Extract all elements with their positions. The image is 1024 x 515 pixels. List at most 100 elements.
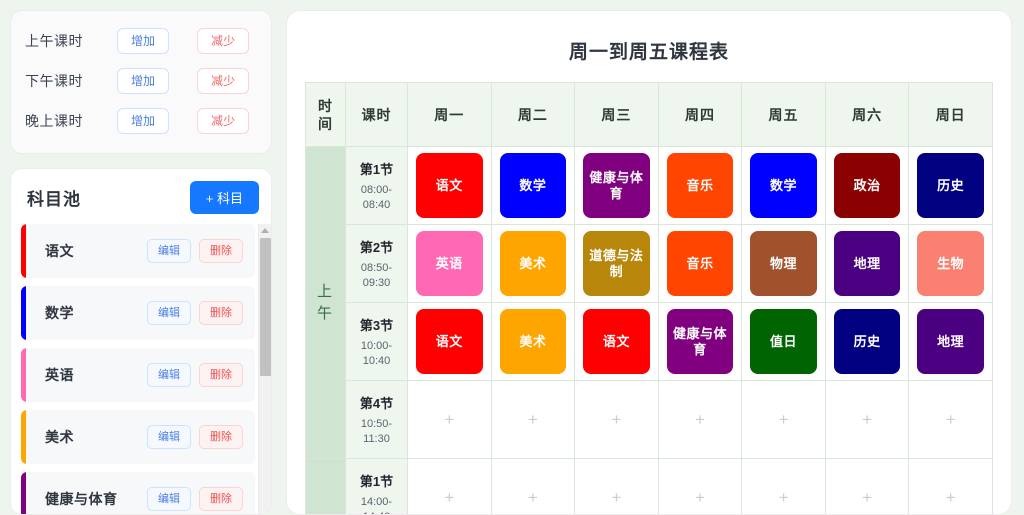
increase-period-button[interactable]: 增加 <box>117 28 169 54</box>
course-chip[interactable]: 值日 <box>750 309 817 374</box>
decrease-period-button[interactable]: 减少 <box>197 68 249 94</box>
add-course-placeholder[interactable]: + <box>444 409 455 429</box>
add-course-placeholder[interactable]: + <box>611 487 622 507</box>
timetable-cell[interactable]: + <box>657 380 743 459</box>
timetable-cell[interactable]: 美术 <box>490 224 576 303</box>
add-course-placeholder[interactable]: + <box>695 409 705 429</box>
timetable-cell[interactable]: 值日 <box>741 302 826 381</box>
timetable-cell[interactable]: + <box>908 380 993 459</box>
timetable-cell[interactable]: + <box>407 380 492 459</box>
delete-subject-button[interactable]: 删除 <box>199 363 243 387</box>
timetable-cell[interactable]: + <box>490 458 576 514</box>
course-chip[interactable]: 数学 <box>499 153 567 218</box>
subject-list-item[interactable]: 美术 编辑 删除 <box>21 410 255 464</box>
timetable-cell[interactable]: 历史 <box>824 302 910 381</box>
delete-subject-button[interactable]: 删除 <box>199 301 243 325</box>
course-chip[interactable]: 语文 <box>583 309 650 374</box>
course-chip[interactable]: 健康与体育 <box>583 153 650 218</box>
timetable-cell[interactable]: 历史 <box>908 146 993 225</box>
timetable-cell[interactable]: 道德与法制 <box>574 224 659 303</box>
edit-subject-button[interactable]: 编辑 <box>147 301 191 325</box>
add-course-placeholder[interactable]: + <box>527 487 538 507</box>
timetable-cell[interactable]: + <box>574 458 659 514</box>
course-chip[interactable]: 美术 <box>499 309 567 374</box>
timetable-cell[interactable]: 健康与体育 <box>657 302 743 381</box>
add-course-placeholder[interactable]: + <box>862 409 873 429</box>
scrollbar-thumb[interactable] <box>260 238 271 376</box>
course-chip[interactable]: 道德与法制 <box>583 231 650 296</box>
course-chip[interactable]: 美术 <box>499 231 567 296</box>
subject-color-bar <box>21 472 26 514</box>
add-course-placeholder[interactable]: + <box>527 409 538 429</box>
timetable-cell[interactable]: 生物 <box>908 224 993 303</box>
increase-period-button[interactable]: 增加 <box>117 108 169 134</box>
increase-period-button[interactable]: 增加 <box>117 68 169 94</box>
course-chip[interactable]: 健康与体育 <box>666 309 734 374</box>
course-chip[interactable]: 英语 <box>416 231 483 296</box>
delete-subject-button[interactable]: 删除 <box>199 487 243 511</box>
delete-subject-button[interactable]: 删除 <box>199 425 243 449</box>
add-course-placeholder[interactable]: + <box>611 409 622 429</box>
subject-list-item[interactable]: 数学 编辑 删除 <box>21 286 255 340</box>
timetable-cell[interactable]: 数学 <box>741 146 826 225</box>
add-subject-button[interactable]: + 科目 <box>189 181 259 214</box>
timetable-cell[interactable]: 物理 <box>741 224 826 303</box>
subject-name: 数学 <box>45 305 74 321</box>
subject-list-item[interactable]: 英语 编辑 删除 <box>21 348 255 402</box>
edit-subject-button[interactable]: 编辑 <box>147 239 191 263</box>
timetable-cell[interactable]: 英语 <box>407 224 492 303</box>
timetable-cell[interactable]: 地理 <box>908 302 993 381</box>
timetable-cell[interactable]: + <box>490 380 576 459</box>
edit-subject-button[interactable]: 编辑 <box>147 487 191 511</box>
add-course-placeholder[interactable]: + <box>862 487 873 507</box>
timetable-cell[interactable]: 地理 <box>824 224 910 303</box>
timetable-cell[interactable]: 音乐 <box>657 146 743 225</box>
course-chip[interactable]: 语文 <box>416 309 483 374</box>
course-chip[interactable]: 语文 <box>416 153 483 218</box>
delete-subject-button[interactable]: 删除 <box>199 239 243 263</box>
course-chip[interactable]: 生物 <box>917 231 984 296</box>
timetable-cell[interactable]: 数学 <box>490 146 576 225</box>
timetable-header-cell: 周二 <box>490 82 576 147</box>
course-chip[interactable]: 历史 <box>833 309 901 374</box>
timetable-cell[interactable]: 语文 <box>407 302 492 381</box>
timetable-cell[interactable]: 美术 <box>490 302 576 381</box>
period-controls-card: 上午课时 增加 减少 下午课时 增加 减少 晚上课时 增加 减少 <box>10 10 272 154</box>
add-course-placeholder[interactable]: + <box>945 409 956 429</box>
course-chip[interactable]: 数学 <box>750 153 817 218</box>
timetable-cell[interactable]: + <box>407 458 492 514</box>
scrollbar-up-arrow-icon[interactable] <box>259 224 271 237</box>
edit-subject-button[interactable]: 编辑 <box>147 425 191 449</box>
add-course-placeholder[interactable]: + <box>778 487 789 507</box>
course-chip[interactable]: 地理 <box>833 231 901 296</box>
timetable-cell[interactable]: 语文 <box>407 146 492 225</box>
timetable-cell[interactable]: + <box>741 380 826 459</box>
timetable-cell[interactable]: 音乐 <box>657 224 743 303</box>
course-chip[interactable]: 物理 <box>750 231 817 296</box>
course-chip[interactable]: 政治 <box>833 153 901 218</box>
add-course-placeholder[interactable]: + <box>778 409 789 429</box>
timetable-cell[interactable]: 语文 <box>574 302 659 381</box>
timetable-cell[interactable]: 政治 <box>824 146 910 225</box>
course-chip[interactable]: 历史 <box>917 153 984 218</box>
timetable-cell[interactable]: + <box>574 380 659 459</box>
add-course-placeholder[interactable]: + <box>945 487 956 507</box>
decrease-period-button[interactable]: 减少 <box>197 28 249 54</box>
subject-name: 美术 <box>45 429 74 445</box>
timetable-cell[interactable]: + <box>824 458 910 514</box>
edit-subject-button[interactable]: 编辑 <box>147 363 191 387</box>
course-chip[interactable]: 音乐 <box>666 231 734 296</box>
add-course-placeholder[interactable]: + <box>444 487 455 507</box>
subject-list-item[interactable]: 语文 编辑 删除 <box>21 224 255 278</box>
course-chip[interactable]: 音乐 <box>666 153 734 218</box>
timetable-cell[interactable]: + <box>824 380 910 459</box>
timetable-cell[interactable]: + <box>908 458 993 514</box>
timetable-cell[interactable]: 健康与体育 <box>574 146 659 225</box>
decrease-period-button[interactable]: 减少 <box>197 108 249 134</box>
timetable-cell[interactable]: + <box>657 458 743 514</box>
subject-pool-scrollbar[interactable] <box>258 224 271 514</box>
add-course-placeholder[interactable]: + <box>695 487 705 507</box>
timetable-cell[interactable]: + <box>741 458 826 514</box>
course-chip[interactable]: 地理 <box>917 309 984 374</box>
subject-list-item[interactable]: 健康与体育 编辑 删除 <box>21 472 255 514</box>
